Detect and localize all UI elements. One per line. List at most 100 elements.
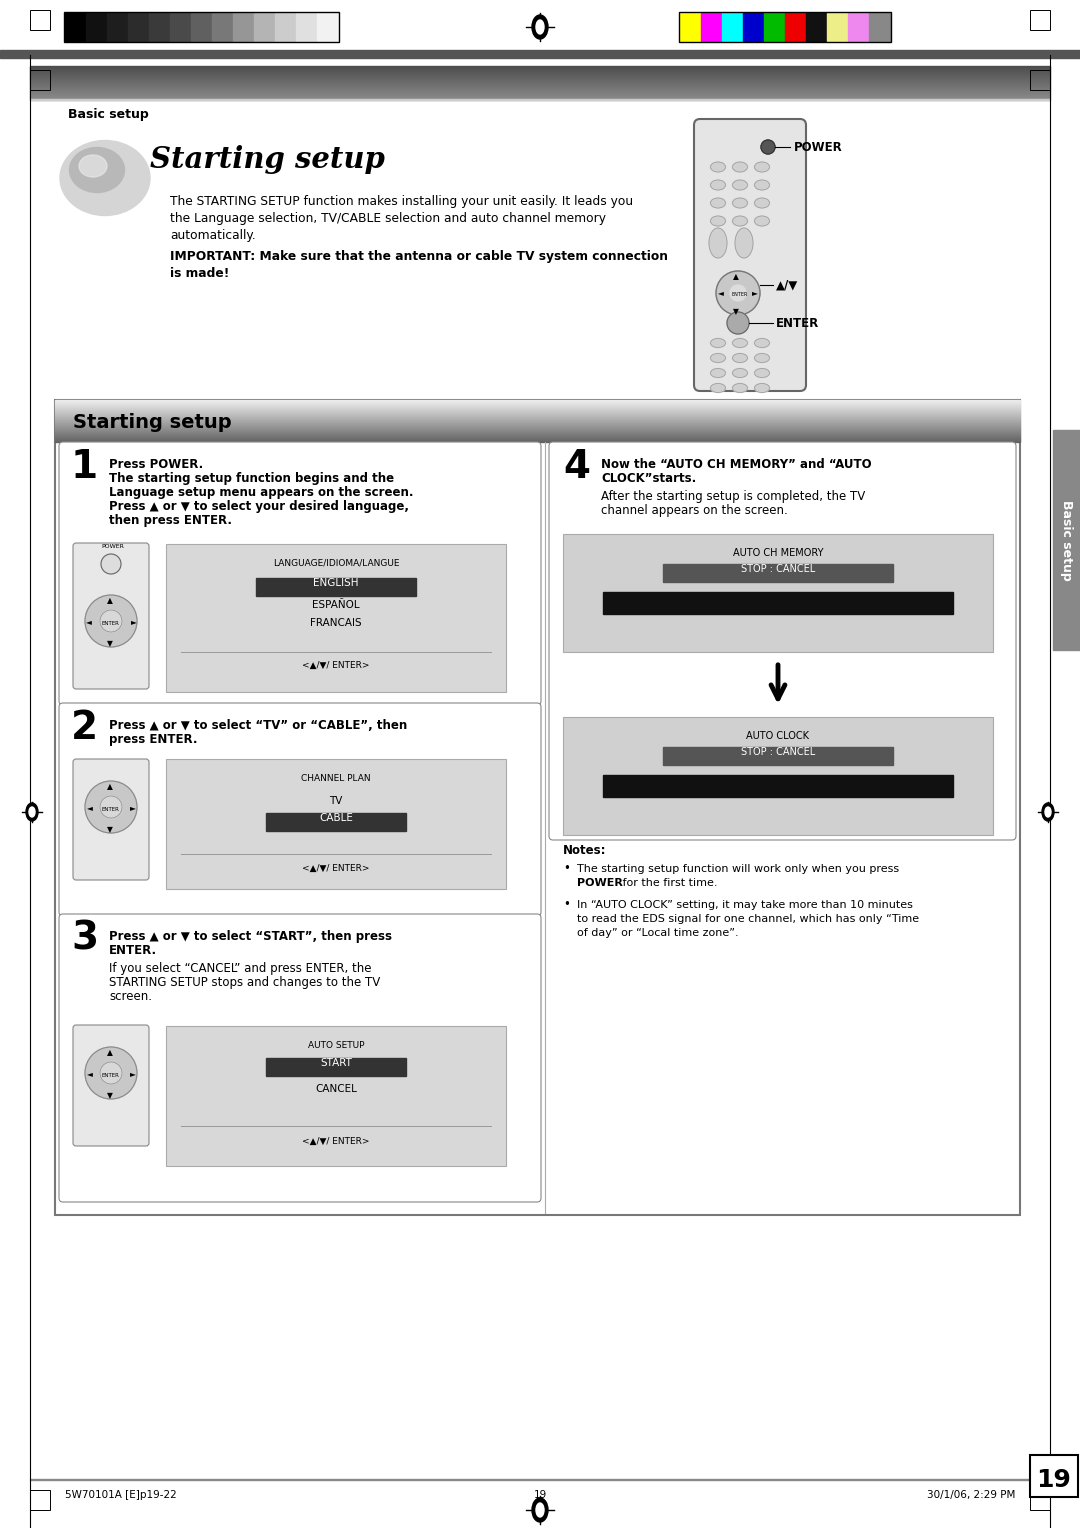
- Text: ►: ►: [130, 1070, 136, 1077]
- Bar: [603, 591, 953, 614]
- Text: FRANCAIS: FRANCAIS: [310, 617, 362, 628]
- Text: STOP : CANCEL: STOP : CANCEL: [741, 747, 815, 756]
- Bar: [869, 14, 890, 41]
- Text: to read the EDS signal for one channel, which has only “Time: to read the EDS signal for one channel, …: [577, 914, 919, 924]
- Text: Language setup menu appears on the screen.: Language setup menu appears on the scree…: [109, 486, 414, 500]
- Bar: [170, 14, 191, 41]
- Ellipse shape: [29, 807, 35, 817]
- Ellipse shape: [1042, 804, 1054, 821]
- Text: •: •: [563, 862, 570, 876]
- Bar: [30, 11, 50, 31]
- Bar: [129, 14, 149, 41]
- Text: Notes:: Notes:: [563, 843, 607, 857]
- Text: ◄: ◄: [87, 1070, 93, 1077]
- Text: Basic setup: Basic setup: [68, 108, 149, 121]
- Text: •: •: [563, 898, 570, 911]
- Ellipse shape: [1045, 807, 1051, 817]
- Text: In “AUTO CLOCK” setting, it may take more than 10 minutes: In “AUTO CLOCK” setting, it may take mor…: [577, 900, 913, 911]
- Bar: [254, 14, 275, 41]
- FancyBboxPatch shape: [59, 703, 541, 915]
- Bar: [64, 12, 339, 41]
- Text: ▲/▼: ▲/▼: [777, 280, 798, 292]
- Bar: [256, 578, 416, 596]
- Bar: [30, 70, 50, 90]
- Text: the Language selection, TV/CABLE selection and auto channel memory: the Language selection, TV/CABLE selecti…: [170, 212, 606, 225]
- Bar: [743, 14, 764, 41]
- Text: 19: 19: [1037, 1468, 1071, 1491]
- Text: <▲/▼/ ENTER>: <▲/▼/ ENTER>: [302, 662, 369, 669]
- Text: The starting setup function will work only when you press: The starting setup function will work on…: [577, 863, 900, 874]
- Text: press ENTER.: press ENTER.: [109, 733, 198, 746]
- FancyBboxPatch shape: [59, 442, 541, 704]
- Text: ENTER: ENTER: [102, 1073, 120, 1077]
- Bar: [806, 14, 827, 41]
- Ellipse shape: [711, 180, 726, 189]
- Ellipse shape: [711, 384, 726, 393]
- Text: ENTER.: ENTER.: [109, 944, 157, 957]
- Text: IMPORTANT: Make sure that the antenna or cable TV system connection: IMPORTANT: Make sure that the antenna or…: [170, 251, 669, 263]
- Bar: [723, 14, 743, 41]
- Text: CLOCK”starts.: CLOCK”starts.: [600, 472, 697, 484]
- Bar: [166, 544, 507, 692]
- Circle shape: [85, 1047, 137, 1099]
- Text: ►: ►: [752, 287, 758, 296]
- FancyBboxPatch shape: [549, 442, 1016, 840]
- Text: ENTER: ENTER: [731, 292, 747, 296]
- Text: is made!: is made!: [170, 267, 229, 280]
- Bar: [1030, 1455, 1078, 1497]
- Text: ▼: ▼: [107, 825, 113, 834]
- Ellipse shape: [755, 339, 769, 347]
- Ellipse shape: [755, 384, 769, 393]
- Text: Starting setup: Starting setup: [73, 413, 231, 432]
- Text: channel appears on the screen.: channel appears on the screen.: [600, 504, 787, 516]
- Text: 1: 1: [71, 448, 98, 486]
- Text: Starting setup: Starting setup: [150, 145, 384, 174]
- Circle shape: [85, 781, 137, 833]
- FancyBboxPatch shape: [73, 542, 149, 689]
- Text: CABLE: CABLE: [319, 813, 353, 824]
- Text: ▲: ▲: [107, 782, 113, 792]
- Text: The STARTING SETUP function makes installing your unit easily. It leads you: The STARTING SETUP function makes instal…: [170, 196, 633, 208]
- Bar: [107, 14, 129, 41]
- Text: 2: 2: [71, 709, 98, 747]
- Text: POWER: POWER: [794, 141, 842, 154]
- Circle shape: [727, 312, 750, 335]
- Text: POWER: POWER: [102, 544, 124, 549]
- Ellipse shape: [755, 215, 769, 226]
- Text: Press POWER.: Press POWER.: [109, 458, 203, 471]
- Bar: [663, 564, 893, 582]
- Text: CANCEL: CANCEL: [315, 1083, 356, 1094]
- Ellipse shape: [711, 368, 726, 377]
- Text: LANGUAGE/IDIOMA/LANGUE: LANGUAGE/IDIOMA/LANGUE: [273, 559, 400, 568]
- Bar: [1030, 1490, 1050, 1510]
- Text: ENTER: ENTER: [777, 316, 820, 330]
- Text: <▲/▼/ ENTER>: <▲/▼/ ENTER>: [302, 1137, 369, 1146]
- Bar: [30, 1490, 50, 1510]
- Circle shape: [730, 286, 746, 301]
- Bar: [296, 14, 318, 41]
- Ellipse shape: [755, 162, 769, 173]
- Circle shape: [716, 270, 760, 315]
- Bar: [1030, 11, 1050, 31]
- Text: ENGLISH: ENGLISH: [313, 578, 359, 588]
- Text: ▲: ▲: [107, 1048, 113, 1057]
- Ellipse shape: [536, 20, 544, 34]
- Circle shape: [100, 610, 122, 633]
- Circle shape: [100, 1062, 122, 1083]
- FancyBboxPatch shape: [59, 914, 541, 1203]
- Ellipse shape: [755, 180, 769, 189]
- Ellipse shape: [711, 215, 726, 226]
- Text: ◄: ◄: [87, 804, 93, 811]
- Text: CHANNEL PLAN: CHANNEL PLAN: [301, 775, 370, 782]
- Ellipse shape: [79, 154, 107, 177]
- Ellipse shape: [735, 228, 753, 258]
- Text: screen.: screen.: [109, 990, 152, 1002]
- Ellipse shape: [711, 199, 726, 208]
- Bar: [0, 50, 1080, 58]
- Text: of day” or “Local time zone”.: of day” or “Local time zone”.: [577, 927, 739, 938]
- Text: then press ENTER.: then press ENTER.: [109, 513, 232, 527]
- Bar: [679, 12, 891, 41]
- Text: ►: ►: [130, 804, 136, 811]
- Text: ◄: ◄: [86, 617, 92, 626]
- Bar: [166, 759, 507, 889]
